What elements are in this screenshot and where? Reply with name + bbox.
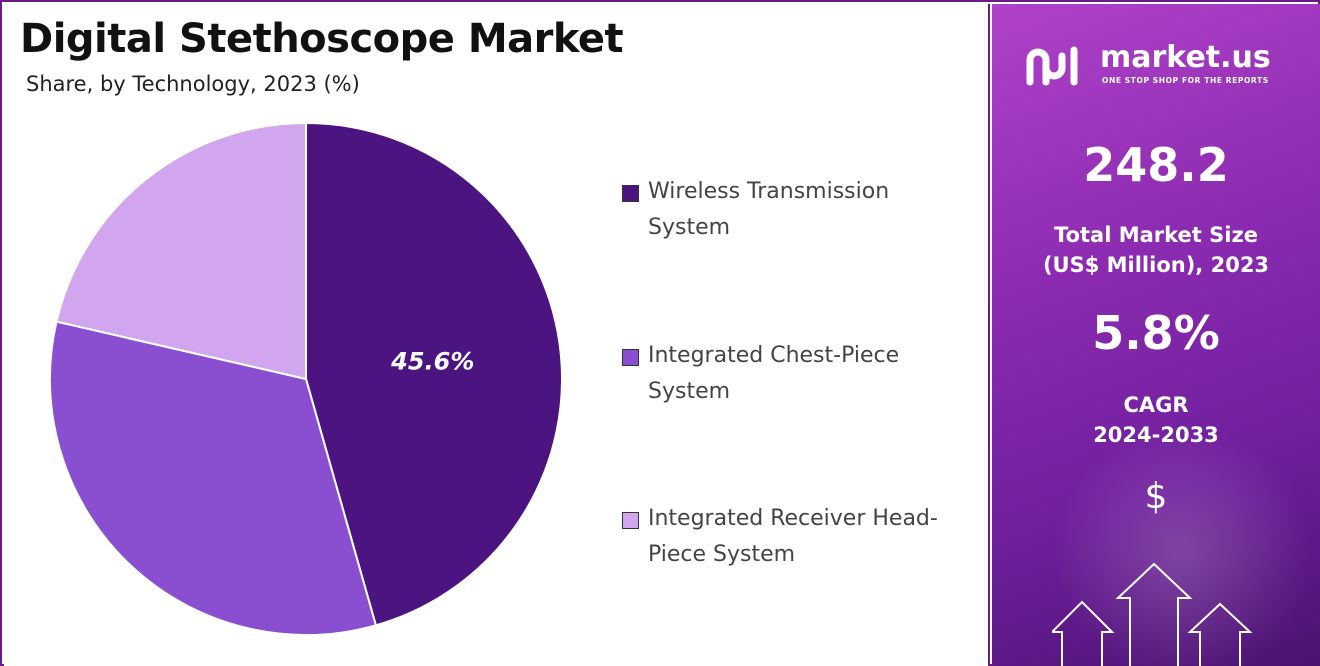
pie-chart: 45.6% — [49, 121, 563, 636]
pie-slice-2 — [49, 320, 378, 636]
market-size-value: 248.2 — [1083, 138, 1229, 192]
dollar-icon: $ — [1144, 476, 1168, 517]
legend-label: Integrated Chest-Piece System — [648, 343, 900, 404]
pie-slice-1 — [305, 121, 563, 627]
legend-item-1: Wireless Transmission System — [622, 179, 982, 246]
pie-slice-3 — [55, 121, 307, 381]
chart-panel: Digital Stethoscope Market Share, by Tec… — [4, 4, 990, 666]
legend-swatch — [622, 512, 639, 529]
legend-swatch — [622, 349, 639, 366]
cagr-period: 2024-2033 — [1093, 423, 1219, 447]
summary-sidebar: market.us ONE STOP SHOP FOR THE REPORTS … — [992, 4, 1320, 666]
brand-name: market.us — [1100, 40, 1271, 75]
cagr-value: 5.8% — [1092, 306, 1220, 360]
chart-title: Digital Stethoscope Market — [20, 16, 624, 62]
market-size-label-line2: (US$ Million), 2023 — [1042, 253, 1270, 277]
market-us-logo-icon — [1026, 46, 1078, 86]
market-size-label-line1: Total Market Size — [1054, 223, 1258, 247]
legend-label: Wireless Transmission System — [648, 179, 890, 240]
legend-swatch — [622, 185, 639, 202]
legend-item-3: Integrated Receiver Head-Piece System — [622, 506, 982, 573]
legend-item-2: Integrated Chest-Piece System — [622, 343, 982, 410]
cagr-label: CAGR — [1123, 393, 1189, 417]
brand-tagline: ONE STOP SHOP FOR THE REPORTS — [1102, 76, 1269, 85]
background-glow — [1052, 424, 1312, 666]
pie-data-label-1: 45.6% — [390, 347, 474, 375]
legend-label: Integrated Receiver Head-Piece System — [648, 506, 938, 567]
growth-arrows-icon — [1052, 562, 1253, 666]
chart-subtitle: Share, by Technology, 2023 (%) — [26, 72, 360, 96]
